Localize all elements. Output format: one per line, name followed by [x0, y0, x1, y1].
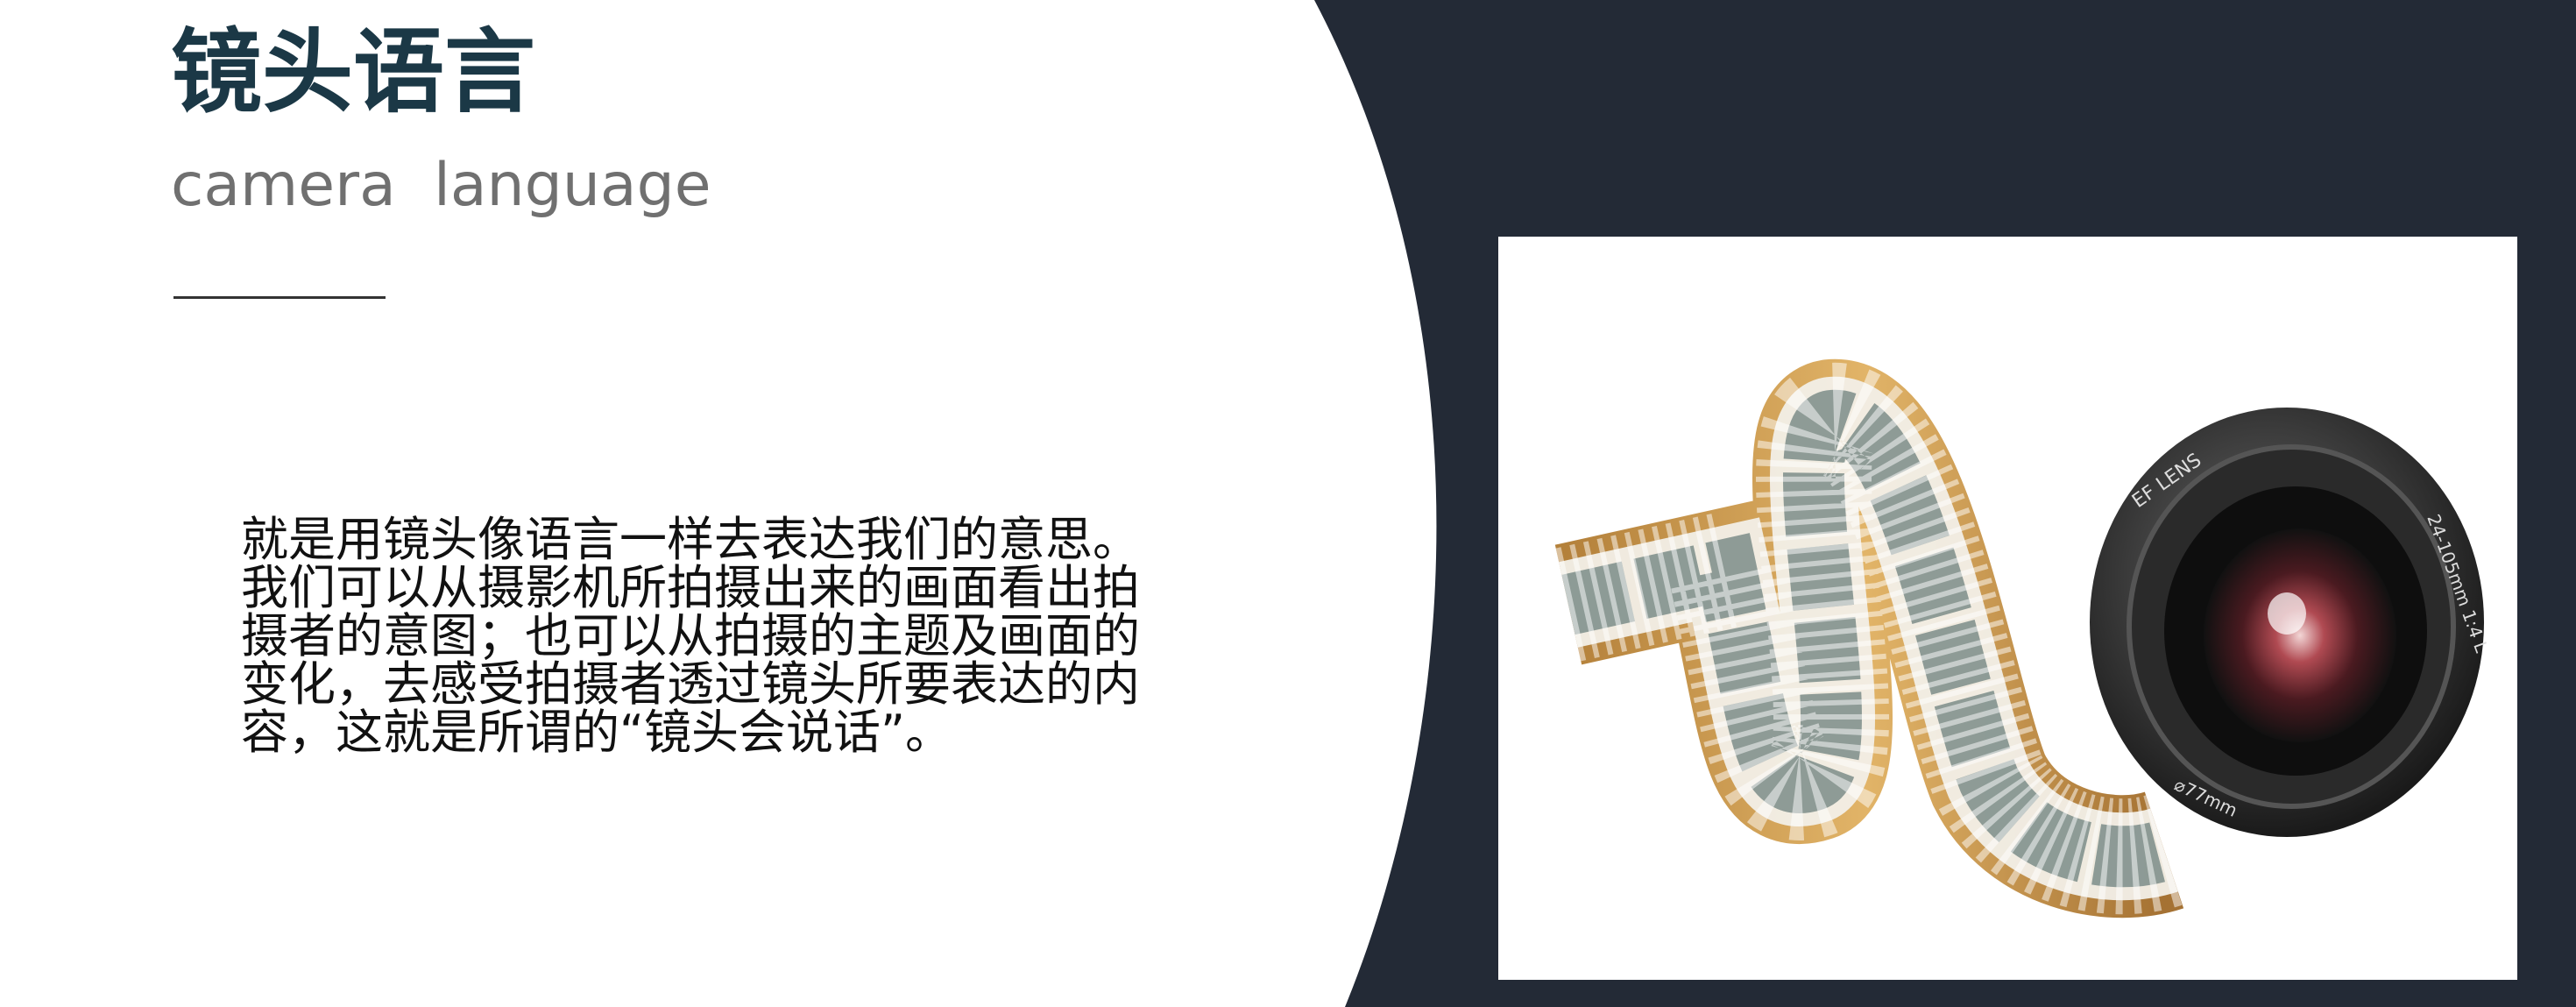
title-divider: [173, 296, 386, 299]
camera-lens-film-illustration: EF LENS 24-105mm 1:4 L ⌀77mm: [1554, 359, 2493, 918]
camera-lens-film-image: EF LENS 24-105mm 1:4 L ⌀77mm: [1498, 237, 2517, 980]
body-line: 我们可以从摄影机所拍摄出来的画面看出拍: [241, 560, 1140, 615]
body-line: 变化，去感受拍摄者透过镜头所要表达的内: [241, 656, 1140, 712]
body-line: 就是用镜头像语言一样去表达我们的意思。: [241, 512, 1140, 567]
body-paragraph: 就是用镜头像语言一样去表达我们的意思。 我们可以从摄影机所拍摄出来的画面看出拍 …: [241, 515, 1205, 756]
film-strip-icon: [1554, 359, 2184, 918]
body-line: 容，这就是所谓的“镜头会说话”。: [241, 705, 952, 760]
slide-title: 镜头语言: [171, 18, 536, 125]
body-line: 摄者的意图；也可以从拍摄的主题及画面的: [241, 608, 1140, 663]
lens-icon: EF LENS 24-105mm 1:4 L ⌀77mm: [2090, 408, 2493, 837]
slide-subtitle: camera language: [171, 151, 711, 220]
